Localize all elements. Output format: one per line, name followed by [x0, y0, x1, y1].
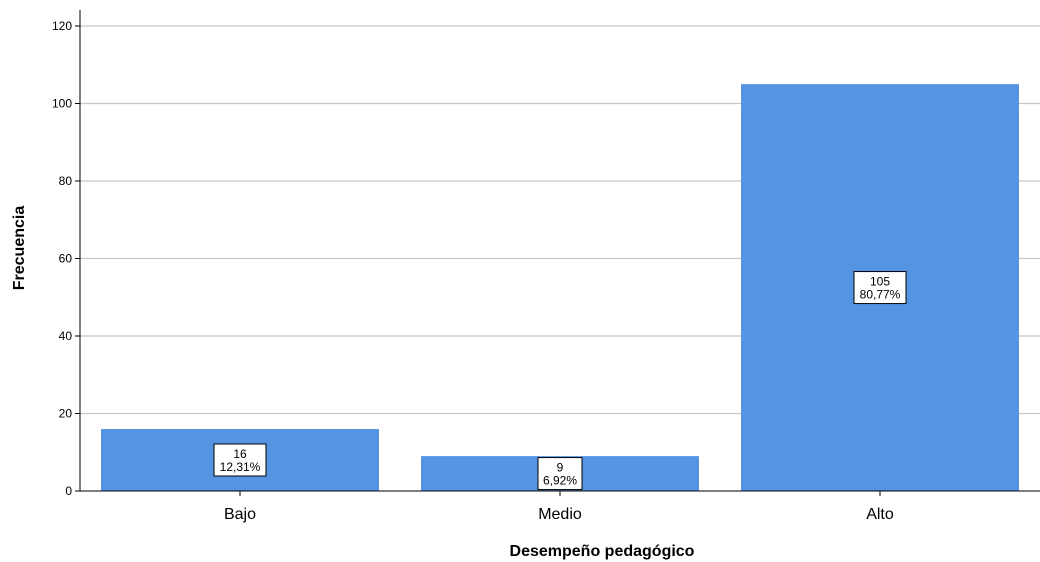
data-label-percent: 80,77%: [860, 288, 901, 302]
y-tick-label: 0: [65, 484, 72, 498]
y-tick-label: 120: [52, 19, 72, 33]
y-tick-label: 60: [59, 252, 73, 266]
data-label-box: [537, 457, 583, 491]
y-tick-label: 80: [59, 174, 73, 188]
data-label-count: 16: [233, 447, 247, 461]
y-axis-ticks: 0 20 40 60 80 100 120: [52, 19, 80, 498]
data-label-medio: 96,92%: [537, 457, 583, 491]
x-tick-label: Medio: [538, 506, 582, 523]
x-axis-category-labels: Bajo Medio Alto: [224, 491, 894, 523]
y-tick-label: 20: [59, 407, 73, 421]
y-tick-label: 40: [59, 329, 73, 343]
data-label-count: 105: [870, 275, 890, 289]
data-label-count: 9: [557, 461, 564, 475]
data-label-percent: 12,31%: [220, 460, 261, 474]
x-axis-title: Desempeño pedagógico: [510, 543, 695, 560]
x-tick-label: Bajo: [224, 506, 256, 523]
data-label-percent: 6,92%: [543, 474, 577, 488]
y-axis-title: Frecuencia: [11, 206, 28, 291]
y-tick-label: 100: [52, 97, 72, 111]
data-label-box: [213, 443, 267, 477]
x-tick-label: Alto: [866, 506, 894, 523]
data-label-box: [853, 271, 907, 305]
